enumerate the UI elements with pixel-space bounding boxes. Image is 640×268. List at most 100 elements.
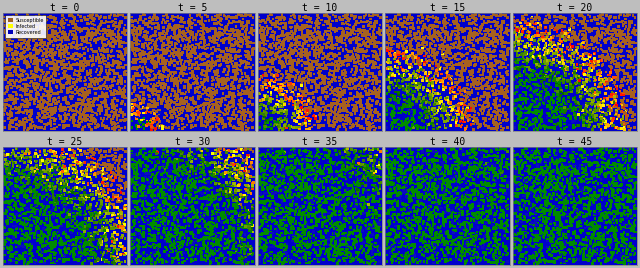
Point	[400, 203, 410, 207]
Point	[626, 195, 636, 199]
Point	[467, 175, 477, 179]
Point	[386, 173, 396, 177]
Point	[109, 167, 119, 171]
Point	[268, 192, 278, 196]
Point	[422, 193, 432, 197]
Point	[598, 13, 608, 17]
Point	[40, 74, 51, 78]
Point	[490, 29, 500, 34]
Point	[200, 174, 210, 179]
Point	[138, 154, 148, 159]
Point	[615, 89, 625, 93]
Point	[115, 41, 125, 46]
Point	[138, 251, 148, 256]
Point	[419, 188, 429, 192]
Point	[88, 237, 99, 241]
Point	[374, 92, 384, 96]
Point	[85, 147, 95, 151]
Point	[340, 119, 351, 123]
Point	[219, 56, 229, 61]
Point	[604, 243, 614, 247]
Point	[459, 177, 469, 181]
Point	[413, 43, 423, 48]
Point	[445, 91, 455, 95]
Point	[74, 161, 84, 165]
Point	[465, 148, 476, 152]
Point	[276, 85, 286, 90]
Point	[77, 232, 88, 236]
Point	[589, 109, 600, 113]
Point	[426, 180, 436, 184]
Point	[385, 28, 395, 33]
Point	[116, 155, 127, 159]
Point	[531, 33, 541, 38]
Point	[99, 221, 109, 225]
Point	[169, 50, 179, 55]
Point	[410, 62, 420, 66]
Point	[548, 115, 559, 119]
Point	[625, 50, 635, 54]
Point	[335, 229, 346, 233]
Point	[491, 92, 501, 96]
Point	[255, 57, 266, 61]
Point	[476, 107, 486, 111]
Point	[77, 169, 88, 174]
Point	[618, 225, 628, 229]
Point	[564, 36, 575, 40]
Point	[534, 171, 545, 176]
Point	[435, 46, 445, 51]
Point	[405, 87, 415, 91]
Point	[285, 191, 295, 195]
Point	[351, 116, 361, 121]
Point	[52, 218, 62, 222]
Point	[570, 245, 580, 250]
Point	[254, 77, 264, 82]
Point	[4, 42, 14, 46]
Point	[410, 207, 420, 211]
Point	[293, 51, 303, 55]
Point	[316, 81, 326, 85]
Point	[279, 17, 289, 22]
Point	[462, 109, 472, 113]
Point	[48, 78, 58, 82]
Point	[51, 173, 61, 177]
Point	[310, 114, 321, 118]
Point	[567, 169, 577, 174]
Point	[454, 211, 465, 216]
Point	[531, 196, 541, 200]
Point	[486, 240, 496, 245]
Point	[226, 50, 236, 54]
Point	[396, 65, 406, 69]
Point	[108, 37, 118, 41]
Point	[529, 189, 539, 193]
Point	[39, 210, 49, 214]
Point	[151, 92, 161, 97]
Point	[294, 127, 305, 131]
Point	[240, 82, 250, 86]
Point	[156, 207, 166, 211]
Point	[87, 164, 97, 169]
Point	[132, 73, 143, 78]
Point	[327, 178, 337, 182]
Point	[517, 78, 527, 83]
Point	[10, 105, 20, 110]
Point	[260, 154, 270, 158]
Point	[234, 83, 244, 88]
Point	[87, 26, 97, 31]
Point	[525, 156, 535, 161]
Point	[438, 84, 449, 88]
Point	[49, 213, 59, 217]
Point	[560, 50, 570, 55]
Point	[41, 79, 51, 83]
Point	[70, 57, 80, 61]
Point	[610, 59, 620, 63]
Point	[470, 252, 481, 257]
Point	[236, 166, 246, 170]
Point	[375, 157, 385, 161]
Point	[499, 260, 509, 264]
Point	[292, 159, 302, 163]
Point	[337, 93, 348, 97]
Point	[456, 206, 467, 210]
Point	[130, 97, 140, 101]
Point	[373, 113, 383, 117]
